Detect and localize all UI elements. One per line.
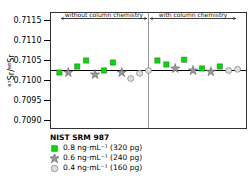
svg-text:⁸⁷Sr/⁸⁶Sr: ⁸⁷Sr/⁸⁶Sr [7, 54, 16, 87]
svg-text:without column chemistry: without column chemistry [65, 11, 144, 19]
html-text:0.6 ng·mL⁻¹ (240 pg): 0.6 ng·mL⁻¹ (240 pg) [63, 153, 143, 162]
svg-text:0.7115: 0.7115 [14, 16, 42, 25]
svg-text:0.7110: 0.7110 [14, 36, 42, 45]
svg-text:0.7095: 0.7095 [14, 96, 42, 105]
html-text:0.4 ng·mL⁻¹ (160 pg): 0.4 ng·mL⁻¹ (160 pg) [63, 163, 143, 172]
svg-text:with column chemistry: with column chemistry [159, 11, 228, 19]
svg-text:0.7090: 0.7090 [14, 116, 42, 125]
html-text:NIST SRM 987: NIST SRM 987 [50, 133, 110, 142]
svg-text:0.7105: 0.7105 [14, 56, 42, 65]
svg-text:0.7100: 0.7100 [14, 76, 42, 85]
html-text:0.8 ng·mL⁻¹ (320 pg): 0.8 ng·mL⁻¹ (320 pg) [63, 143, 143, 152]
